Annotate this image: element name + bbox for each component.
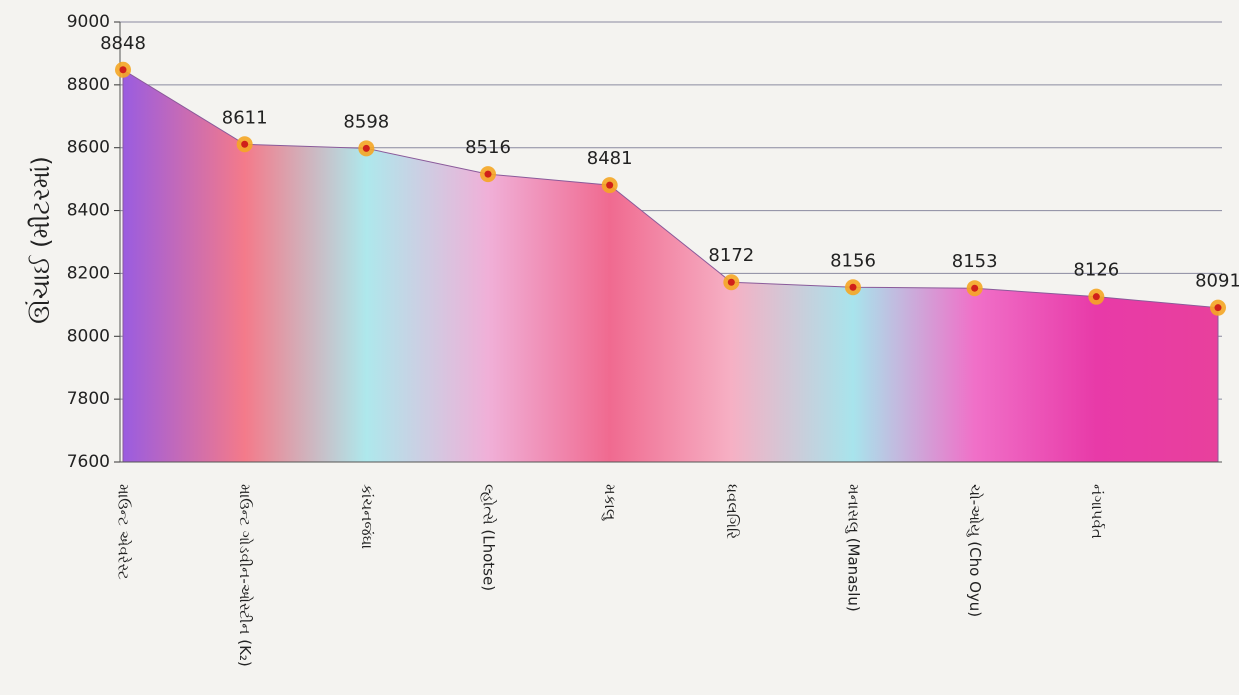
- x-tick-label: ધવલગિરિ: [723, 484, 741, 539]
- point-center: [971, 284, 979, 292]
- area: [122, 68, 1219, 463]
- value-label: 8611: [222, 107, 268, 128]
- point-center: [1214, 304, 1222, 312]
- y-tick-label: 8400: [67, 201, 110, 221]
- y-tick-label: 7800: [67, 389, 110, 409]
- value-label: 8848: [100, 33, 146, 54]
- point-center: [606, 181, 614, 189]
- y-tick-label: 7600: [67, 452, 110, 472]
- y-tick-label: 8800: [67, 75, 110, 95]
- x-tick-label: નંગાપર્વત: [1088, 484, 1106, 539]
- y-tick-label: 8000: [67, 326, 110, 346]
- x-tick-label: માઉન્ટ એવરેસ્ટ: [115, 484, 133, 580]
- value-label: 8126: [1073, 260, 1119, 281]
- x-tick-label: માઉન્ટ ગોડવીન-ઓસ્ટીન (K₂): [236, 484, 254, 667]
- value-label: 8153: [952, 251, 998, 272]
- point-center: [484, 170, 492, 178]
- value-label: 8156: [830, 250, 876, 271]
- point-center: [849, 283, 857, 291]
- y-tick-label: 8600: [67, 138, 110, 158]
- point-center: [119, 66, 127, 74]
- y-tick-label: 8200: [67, 263, 110, 283]
- y-axis-label: ઊંચાઈ (મીટરમાં): [24, 156, 55, 324]
- x-tick-label: કાંચનજંઘા: [358, 484, 376, 549]
- y-tick-label: 9000: [67, 12, 110, 32]
- value-label: 8516: [465, 137, 511, 158]
- x-tick-label: મકાલુ: [601, 484, 619, 521]
- value-label: 8091: [1195, 271, 1239, 292]
- x-tick-label: મનાસલુ (Manaslu): [845, 484, 863, 612]
- x-tick-label: લ્હોત્સે (Lhotse): [480, 484, 498, 591]
- x-tick-label: ચો-ઓયુ (Cho Oyu): [966, 484, 984, 617]
- value-label: 8172: [708, 245, 754, 266]
- point-center: [1092, 293, 1100, 301]
- point-center: [727, 278, 735, 286]
- point-center: [362, 144, 370, 152]
- value-label: 8481: [587, 148, 633, 169]
- point-center: [241, 140, 249, 148]
- value-label: 8598: [343, 111, 389, 132]
